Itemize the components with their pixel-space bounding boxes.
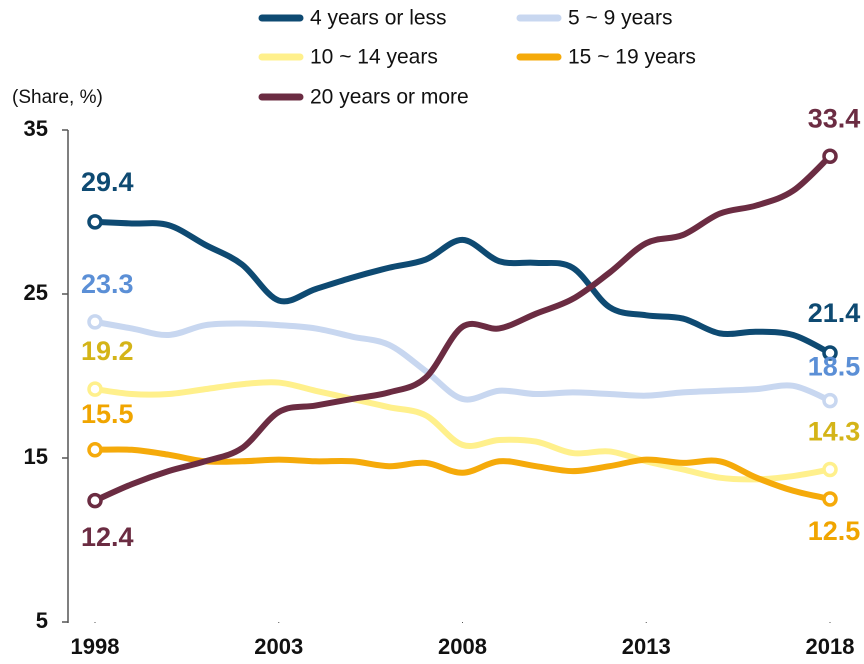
y-tick-label: 15 [24,444,48,469]
end-marker [822,461,838,478]
end-marker [87,314,103,330]
end-marker [822,392,838,409]
end-marker [87,214,103,230]
data-label: 12.4 [81,522,134,552]
data-label: 15.5 [81,399,134,429]
data-label: 21.4 [808,298,861,328]
end-marker [87,442,103,458]
y-axis-label: (Share, %) [12,87,103,108]
end-marker [87,492,103,509]
end-marker [822,491,838,507]
end-marker [87,381,103,397]
data-label: 29.4 [81,167,134,197]
legend-label: 4 years or less [310,7,447,30]
x-tick-label: 1998 [71,634,120,659]
data-label: 14.3 [808,417,861,447]
x-tick-label: 2018 [806,634,855,659]
x-tick-label: 2008 [438,634,487,659]
series-line [92,379,833,483]
y-tick-label: 35 [24,116,48,141]
data-label: 23.3 [81,269,134,299]
series-line [92,318,833,404]
y-tick-label: 5 [36,608,48,633]
legend-label: 10 ~ 14 years [310,46,438,69]
y-tick-label: 25 [24,280,48,305]
data-label: 18.5 [808,352,861,382]
x-tick-label: 2003 [254,634,303,659]
end-marker [822,345,838,361]
data-label: 19.2 [81,336,134,366]
data-label: 12.5 [808,516,861,546]
end-marker [822,148,838,164]
series-line [92,218,833,357]
series-line [92,446,833,502]
legend-label: 20 years or more [310,86,469,109]
x-tick-label: 2013 [622,634,671,659]
legend-label: 15 ~ 19 years [568,46,696,69]
data-label: 33.4 [808,103,861,133]
legend-label: 5 ~ 9 years [568,7,672,30]
series-line [92,153,833,504]
